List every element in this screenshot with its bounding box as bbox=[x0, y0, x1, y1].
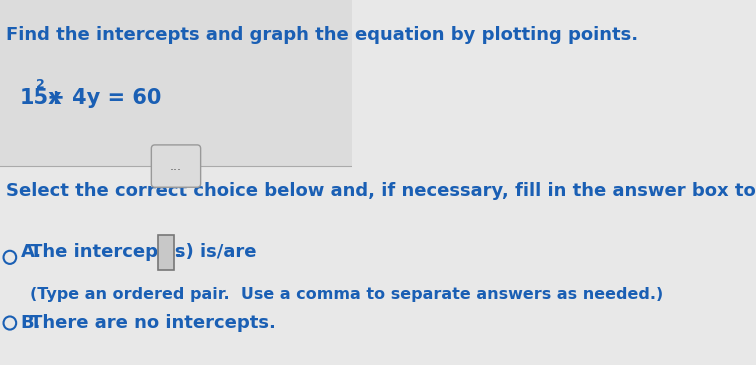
FancyBboxPatch shape bbox=[159, 235, 174, 270]
Text: (Type an ordered pair.  Use a comma to separate answers as needed.): (Type an ordered pair. Use a comma to se… bbox=[30, 287, 663, 301]
Text: 15x: 15x bbox=[20, 88, 62, 108]
FancyBboxPatch shape bbox=[151, 145, 200, 187]
Text: 2: 2 bbox=[36, 78, 45, 92]
FancyBboxPatch shape bbox=[0, 166, 352, 365]
Text: + 4y = 60: + 4y = 60 bbox=[40, 88, 161, 108]
Text: ...: ... bbox=[170, 160, 182, 173]
Text: There are no intercepts.: There are no intercepts. bbox=[30, 314, 276, 332]
Text: Select the correct choice below and, if necessary, fill in the answer box to com: Select the correct choice below and, if … bbox=[6, 182, 756, 200]
Text: B.: B. bbox=[20, 314, 41, 332]
Text: Find the intercepts and graph the equation by plotting points.: Find the intercepts and graph the equati… bbox=[6, 26, 639, 43]
Text: The intercept(s) is/are: The intercept(s) is/are bbox=[30, 243, 256, 261]
Text: A.: A. bbox=[20, 243, 42, 261]
FancyBboxPatch shape bbox=[0, 0, 352, 166]
Text: .: . bbox=[174, 243, 181, 261]
